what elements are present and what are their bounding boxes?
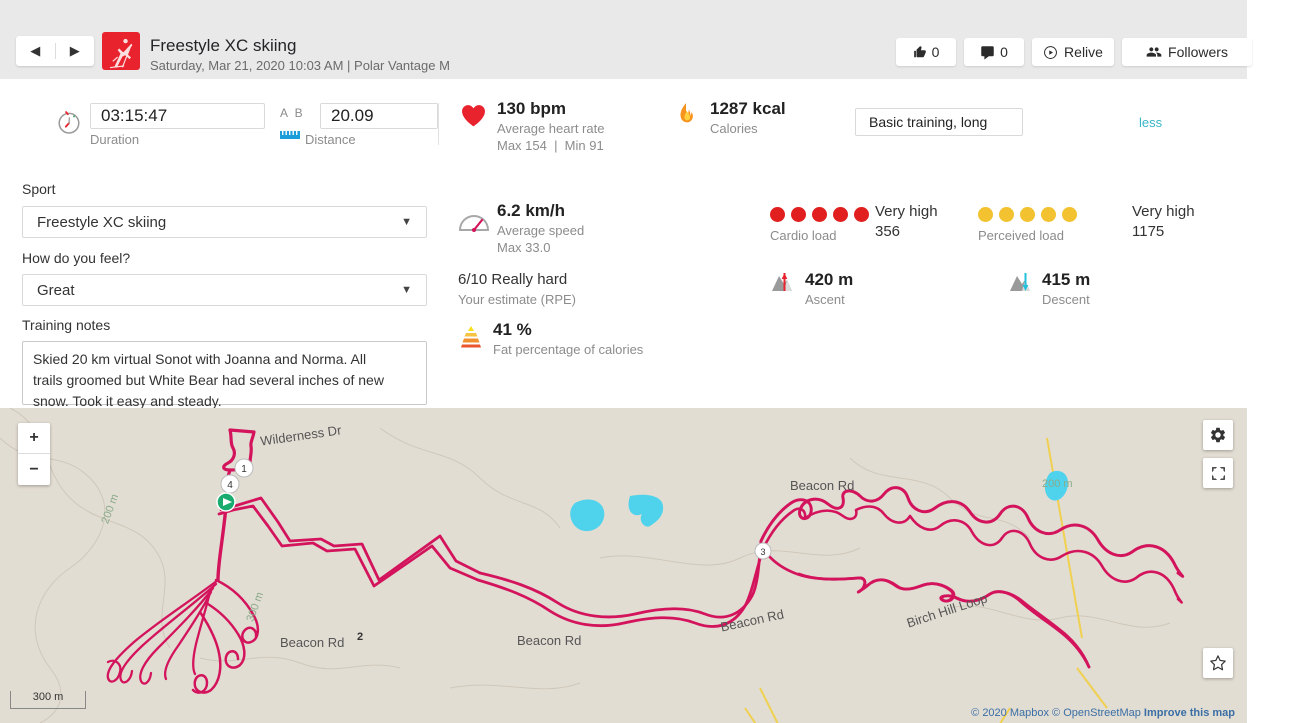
svg-text:4: 4 — [227, 480, 233, 491]
svg-text:1: 1 — [241, 464, 247, 475]
svg-text:3: 3 — [760, 547, 765, 557]
svg-text:2: 2 — [357, 631, 363, 643]
